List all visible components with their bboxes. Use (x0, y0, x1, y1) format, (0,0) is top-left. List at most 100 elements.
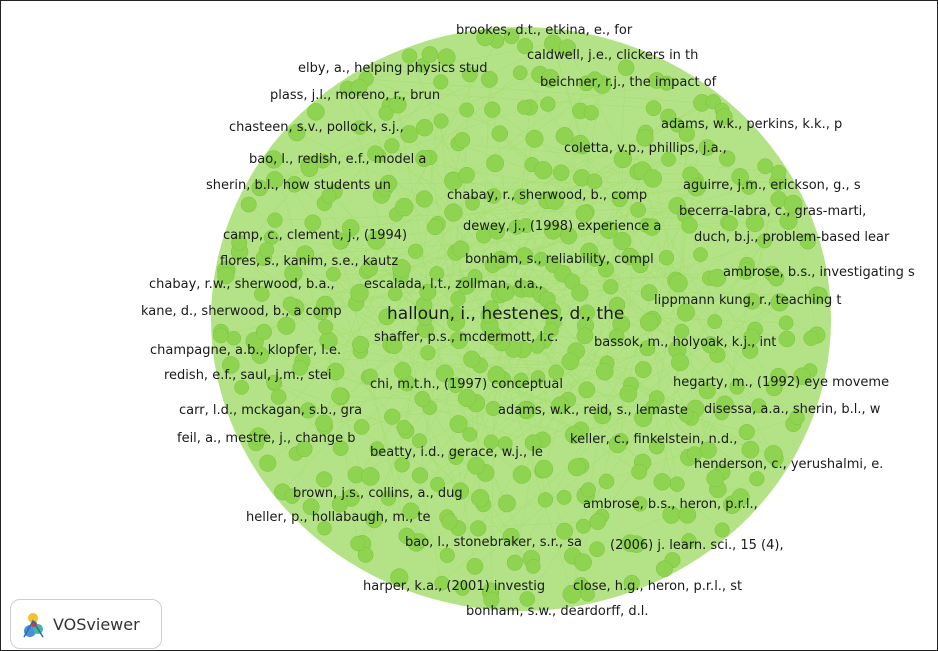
network-node[interactable] (544, 221, 562, 240)
network-node[interactable] (793, 367, 811, 385)
network-node[interactable] (789, 409, 805, 426)
network-node[interactable] (603, 279, 619, 295)
network-node[interactable] (669, 117, 685, 133)
network-node[interactable] (741, 440, 760, 459)
network-node[interactable] (288, 123, 306, 142)
network-node[interactable] (458, 388, 477, 408)
network-node[interactable] (332, 440, 349, 456)
node-label[interactable]: hegarty, m., (1992) eye moveme (673, 375, 889, 390)
network-node[interactable] (778, 315, 794, 331)
node-label[interactable]: bao, l., redish, e.f., model a (249, 152, 426, 167)
network-node[interactable] (743, 328, 761, 346)
network-node[interactable] (390, 568, 409, 587)
network-node[interactable] (561, 352, 580, 371)
network-node[interactable] (552, 164, 570, 181)
network-node[interactable] (608, 296, 626, 314)
network-node[interactable] (318, 319, 334, 335)
node-label[interactable]: brookes, d.t., etkina, e., for (456, 23, 633, 38)
node-label[interactable]: champagne, a.b., klopfer, l.e. (150, 343, 341, 358)
node-label[interactable]: brown, j.s., collins, a., dug (293, 486, 463, 501)
network-node[interactable] (452, 240, 470, 258)
network-node[interactable] (282, 296, 298, 312)
network-node[interactable] (254, 286, 270, 302)
network-node[interactable] (450, 331, 468, 349)
network-node[interactable] (394, 362, 412, 380)
network-node[interactable] (698, 139, 716, 156)
network-node[interactable] (439, 547, 455, 563)
network-node[interactable] (350, 79, 368, 97)
network-node[interactable] (803, 330, 819, 346)
network-node[interactable] (599, 221, 618, 239)
node-label[interactable]: sherin, b.l., how students un (206, 178, 391, 193)
network-node[interactable] (678, 505, 697, 524)
network-node[interactable] (512, 465, 532, 484)
network-node[interactable] (483, 434, 499, 450)
network-node[interactable] (277, 316, 296, 335)
network-node[interactable] (540, 96, 556, 112)
network-node[interactable] (716, 395, 734, 414)
network-node[interactable] (365, 510, 384, 529)
network-node[interactable] (515, 247, 534, 265)
network-node[interactable] (414, 391, 431, 407)
network-node[interactable] (619, 384, 638, 403)
node-label[interactable]: camp, c., clement, j., (1994) (223, 228, 407, 243)
network-node[interactable] (384, 408, 401, 425)
network-node[interactable] (401, 48, 418, 64)
node-label[interactable]: lippmann kung, r., teaching t (654, 293, 841, 308)
node-label[interactable]: (2006) j. learn. sci., 15 (4), (610, 538, 784, 553)
network-node[interactable] (353, 419, 370, 435)
network-node[interactable] (643, 218, 661, 236)
network-node[interactable] (466, 558, 484, 575)
node-label[interactable]: becerra-labra, c., gras-marti, (679, 204, 866, 219)
network-node[interactable] (470, 520, 487, 537)
network-node[interactable] (502, 527, 520, 545)
network-node[interactable] (437, 48, 456, 67)
network-node[interactable] (255, 323, 272, 341)
network-node[interactable] (693, 247, 708, 262)
network-node[interactable] (669, 273, 688, 293)
network-node[interactable] (593, 406, 612, 425)
network-node[interactable] (400, 125, 419, 144)
network-node[interactable] (465, 195, 480, 211)
network-node[interactable] (315, 153, 331, 169)
node-label[interactable]: chi, m.t.h., (1997) conceptual (370, 377, 563, 392)
network-node[interactable] (378, 308, 396, 326)
network-node[interactable] (543, 302, 561, 320)
network-node[interactable] (449, 415, 468, 434)
network-node[interactable] (525, 129, 544, 148)
network-node[interactable] (634, 361, 652, 379)
network-node[interactable] (392, 259, 411, 278)
network-node[interactable] (558, 39, 577, 57)
network-node[interactable] (640, 284, 658, 302)
network-node[interactable] (304, 214, 322, 232)
network-node[interactable] (578, 304, 595, 321)
network-node[interactable] (768, 270, 785, 287)
network-node[interactable] (516, 100, 532, 115)
network-node[interactable] (381, 490, 396, 506)
network-node[interactable] (608, 435, 627, 454)
network-node[interactable] (454, 580, 471, 596)
network-node[interactable] (743, 293, 761, 310)
network-node[interactable] (751, 398, 767, 414)
network-node[interactable] (284, 264, 303, 283)
network-node[interactable] (301, 159, 319, 178)
network-node[interactable] (519, 591, 536, 607)
network-node[interactable] (317, 520, 332, 536)
network-node[interactable] (498, 494, 516, 513)
network-node[interactable] (578, 381, 596, 399)
network-node[interactable] (525, 559, 541, 574)
network-node[interactable] (434, 575, 450, 591)
network-node[interactable] (659, 75, 675, 91)
network-node[interactable] (630, 202, 647, 218)
network-node[interactable] (357, 547, 374, 563)
network-node[interactable] (648, 438, 665, 455)
network-node[interactable] (321, 188, 337, 204)
network-node[interactable] (576, 327, 594, 345)
network-node[interactable] (701, 336, 719, 354)
network-node[interactable] (361, 467, 380, 486)
network-node[interactable] (632, 496, 648, 512)
node-label[interactable]: disessa, a.a., sherin, b.l., w (704, 402, 881, 417)
network-node[interactable] (598, 473, 615, 490)
network-node[interactable] (462, 66, 478, 83)
network-node[interactable] (707, 314, 723, 329)
